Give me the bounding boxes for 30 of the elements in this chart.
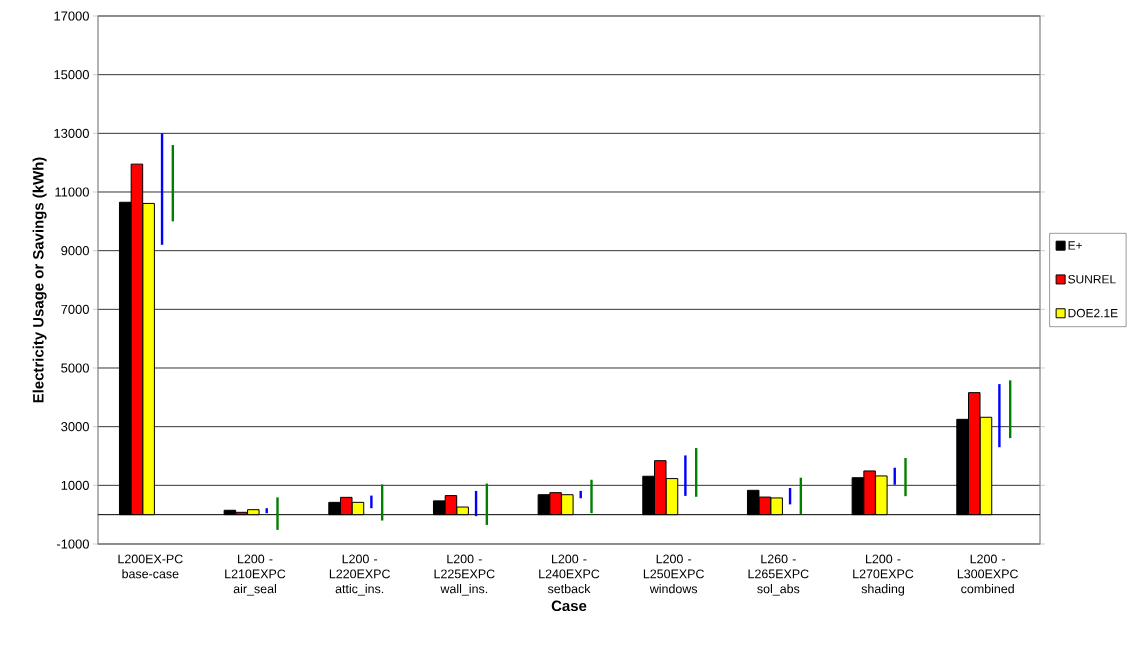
x-tick-label: L200 - L210EXPC air_seal — [225, 554, 286, 596]
y-tick-label: 1000 — [61, 480, 89, 490]
x-axis-title: Case — [551, 600, 587, 612]
x-tick-label: L200 - L250EXPC windows — [643, 554, 704, 594]
y-tick-label: 9000 — [61, 246, 89, 256]
y-tick-label: 13000 — [54, 128, 89, 138]
x-tick-label: L200 - L300EXPC combined — [957, 554, 1018, 594]
bar — [370, 495, 373, 509]
y-tick-label: 7000 — [61, 304, 89, 314]
y-tick-label: 15000 — [54, 70, 89, 80]
x-tick-label: L200 - L240EXPC setback — [539, 554, 600, 594]
y-tick-label: 11000 — [55, 187, 89, 197]
legend-label: E+ — [1068, 241, 1082, 250]
y-tick-label: 3000 — [61, 422, 89, 432]
x-tick-label: L200EX-PC base-case — [118, 554, 183, 579]
x-tick-label: L260 - L265EXPC sol_abs — [748, 554, 809, 596]
y-tick-label: 5000 — [61, 363, 89, 373]
y-tick-label: 17000 — [54, 11, 89, 21]
x-tick-label: L200 - L220EXPC attic_ins. — [329, 554, 390, 596]
bar — [904, 458, 907, 497]
x-tick-label: L200 - L225EXPC wall_ins. — [434, 554, 495, 596]
legend-label: DOE2.1E — [1068, 308, 1118, 318]
y-axis-title: Electricity Usage or Savings (kWh) — [32, 157, 47, 403]
legend-label: SUNREL — [1068, 275, 1116, 284]
bar — [276, 497, 279, 530]
bar — [998, 384, 1001, 448]
y-tick-label: -1000 — [56, 539, 89, 549]
x-tick-label: L200 - L270EXPC shading — [853, 554, 914, 596]
bar — [590, 479, 593, 514]
bar — [684, 455, 687, 496]
